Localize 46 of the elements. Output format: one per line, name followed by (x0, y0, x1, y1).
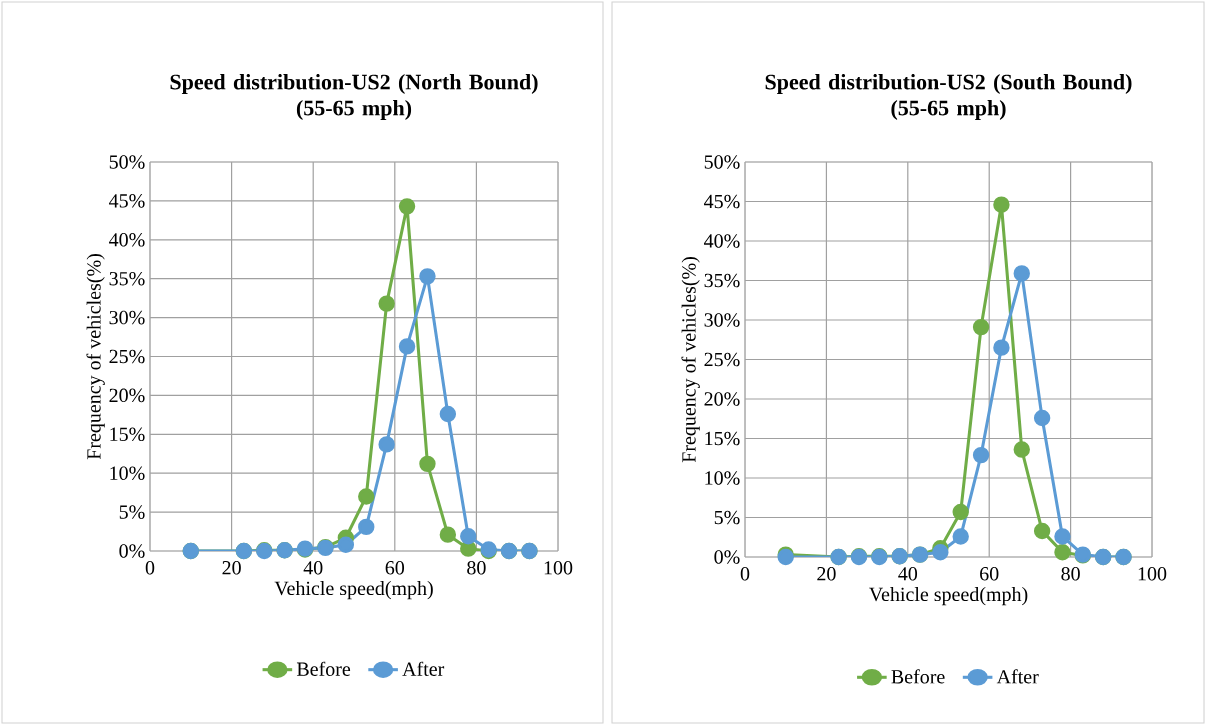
y-tick-label: 25% (704, 352, 740, 367)
y-tick-label: 30% (109, 310, 145, 325)
y-tick-label: 10% (705, 471, 740, 485)
x-tick-label: 0 (740, 567, 750, 581)
x-tick-label: 60 (980, 567, 999, 581)
y-tick-label: 50% (109, 155, 145, 169)
y-tick-label: 5% (714, 510, 740, 525)
x-tick-label: 20 (222, 561, 241, 575)
y-axis-title: Frequency of vehicles(%) (681, 257, 700, 463)
y-tick-label: 15% (110, 427, 145, 442)
x-axis-title: Vehicle speed(mph) (869, 587, 1028, 606)
x-tick-label: 80 (1061, 567, 1080, 581)
y-tick-label: 45% (704, 194, 740, 209)
y-tick-label: 5% (119, 505, 145, 519)
y-tick-label: 35% (109, 271, 145, 286)
x-tick-label: 20 (817, 567, 836, 581)
y-tick-label: 45% (109, 194, 145, 208)
y-tick-label: 50% (704, 155, 740, 169)
x-tick-label: 80 (467, 561, 486, 575)
x-tick-label: 40 (898, 567, 918, 581)
x-tick-label: 100 (544, 561, 573, 575)
x-tick-label: 100 (1138, 567, 1167, 581)
y-tick-label: 35% (704, 273, 740, 288)
x-tick-label: 0 (145, 561, 155, 575)
y-axis-title: Frequency of vehicles(%) (86, 254, 105, 460)
y-tick-label: 0% (714, 550, 740, 564)
y-tick-label: 40% (704, 234, 740, 248)
y-tick-label: 30% (704, 313, 740, 327)
chart-title: Speed distribution-US2 (North Bound) (170, 74, 538, 94)
x-tick-label: 60 (385, 561, 405, 575)
chart-title: Speed distribution-US2 (South Bound) (765, 74, 1132, 94)
y-tick-label: 10% (110, 466, 145, 480)
x-axis-title: Vehicle speed(mph) (274, 581, 433, 600)
legend-label: After (402, 661, 445, 676)
legend-label: Before (891, 669, 945, 684)
y-tick-label: 0% (119, 544, 145, 558)
legend-label: Before (296, 661, 351, 676)
x-tick-label: 40 (303, 561, 323, 575)
chart-subtitle: (55-65 mph) (296, 100, 412, 120)
y-tick-label: 40% (109, 233, 145, 247)
y-tick-label: 20% (704, 392, 740, 406)
y-tick-label: 15% (705, 431, 740, 446)
chart-subtitle: (55-65 mph) (891, 100, 1006, 120)
legend-label: After (996, 669, 1039, 684)
y-tick-label: 25% (109, 349, 145, 364)
y-tick-label: 20% (109, 388, 145, 403)
